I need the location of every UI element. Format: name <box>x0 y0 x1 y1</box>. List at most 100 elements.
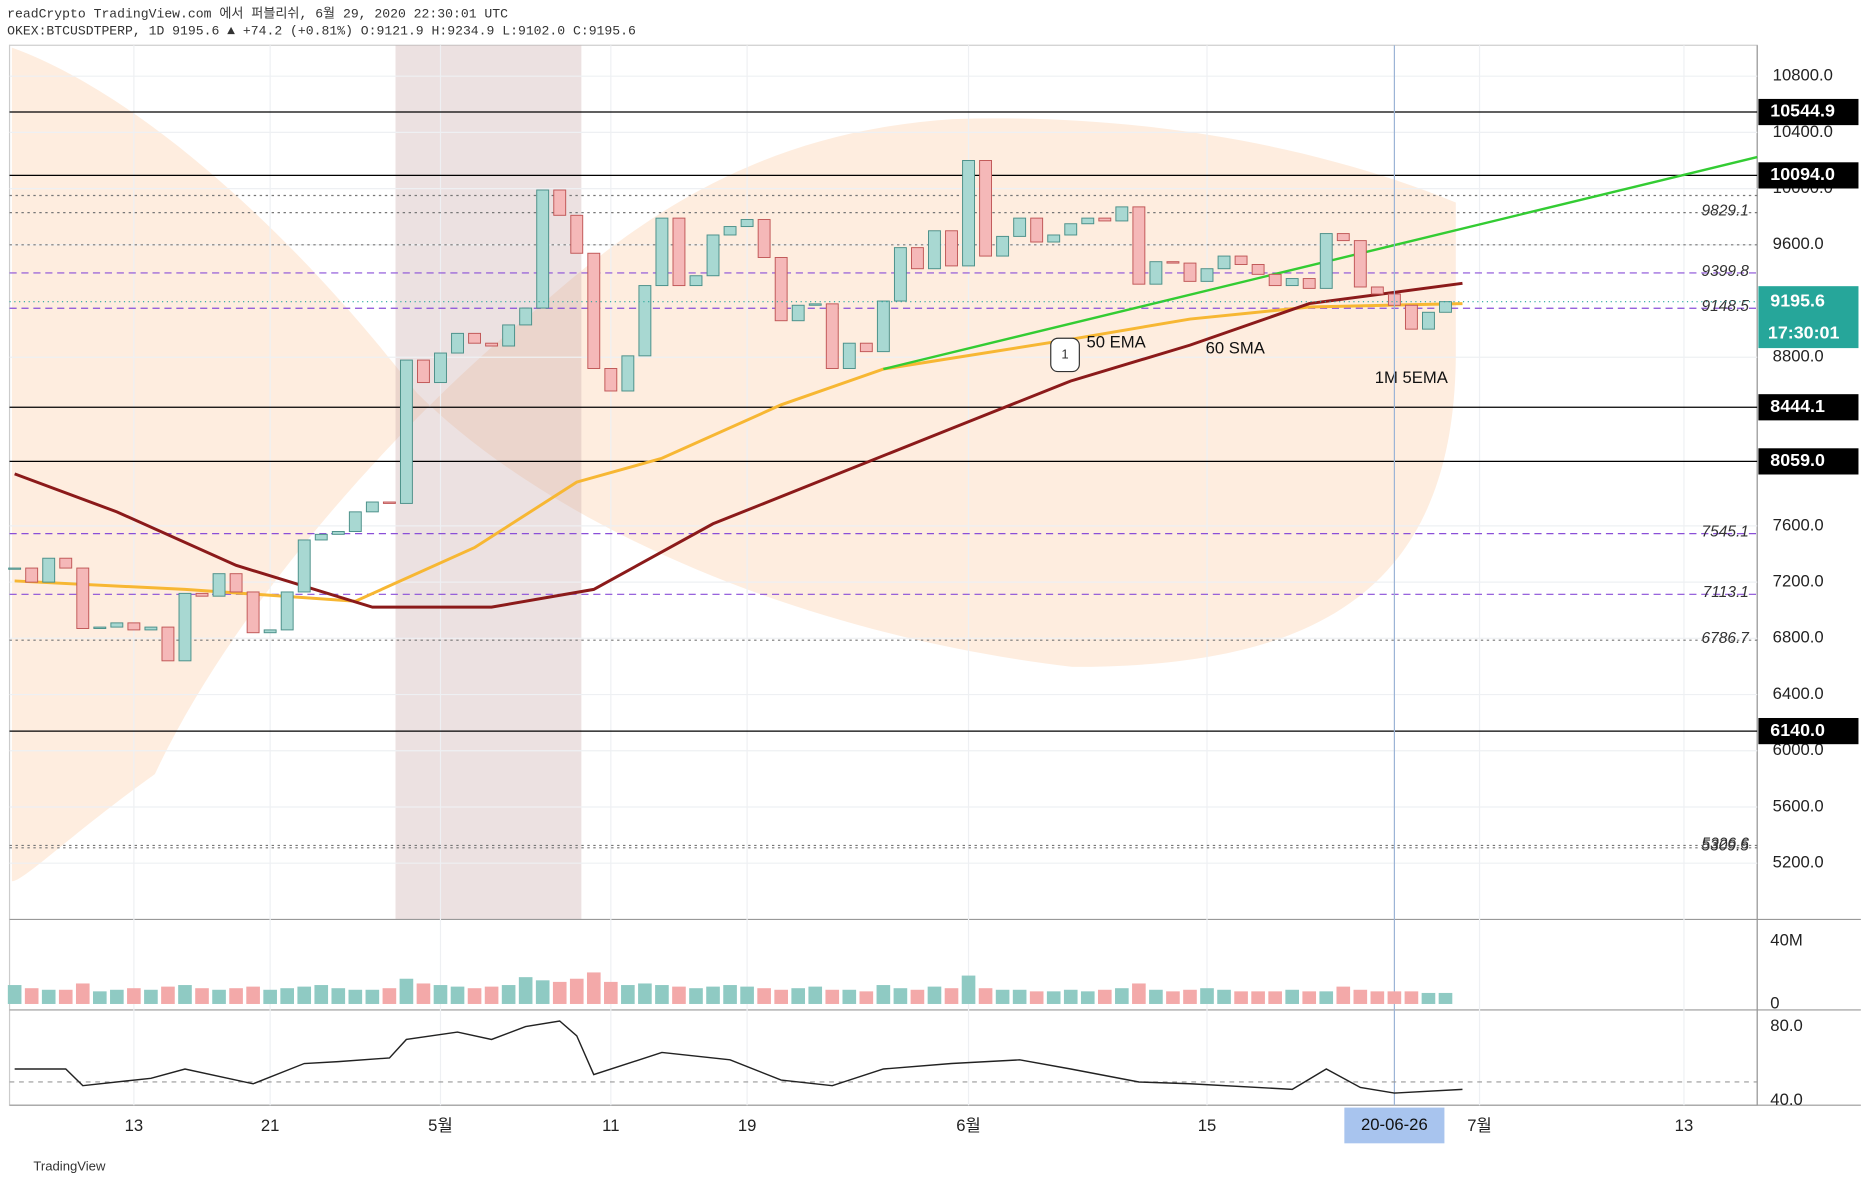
volume-bar <box>995 989 1010 1004</box>
volume-bar <box>706 986 720 1004</box>
level-label: 7113.1 <box>1703 584 1749 601</box>
volume-bar <box>280 988 294 1004</box>
volume-bar <box>552 981 567 1004</box>
volume-tick-label: 0 <box>1770 993 1779 1012</box>
candle <box>570 214 584 254</box>
candle <box>740 219 754 228</box>
volume-bar <box>1387 991 1402 1004</box>
candle <box>655 217 669 287</box>
volume-bar <box>1149 989 1163 1004</box>
volume-bar <box>740 986 754 1004</box>
volume-bar <box>1234 991 1248 1004</box>
volume-bar <box>110 989 124 1004</box>
last-price-box <box>1758 286 1859 349</box>
level-label: 9148.5 <box>1702 298 1750 315</box>
header-line: OKEX:BTCUSDTPERP, 1D 9195.6 ▲ +74.2 (+0.… <box>7 23 636 38</box>
crosshair-label: 20-06-26 <box>1361 1115 1428 1134</box>
volume-bar <box>825 989 840 1004</box>
volume-bar <box>638 983 652 1004</box>
volume-bar <box>467 988 482 1004</box>
volume-bar <box>450 986 465 1004</box>
volume-bar <box>314 985 329 1004</box>
level-label-box <box>1758 98 1859 126</box>
candle <box>144 626 158 631</box>
y-tick-label: 5200.0 <box>1773 853 1824 872</box>
volume-bar <box>518 977 533 1004</box>
candle <box>229 573 243 593</box>
volume-bar <box>75 983 90 1004</box>
crosshair-box <box>1344 1107 1445 1144</box>
x-tick-label: 7월 <box>1467 1116 1492 1135</box>
volume-bar <box>365 989 380 1004</box>
candle <box>1302 278 1316 289</box>
candle <box>1285 278 1299 287</box>
candle <box>59 557 73 569</box>
candle <box>1081 217 1095 225</box>
x-tick-label: 5월 <box>428 1116 453 1135</box>
rsi-line <box>14 1020 1463 1094</box>
y-tick-label: 5600.0 <box>1773 796 1824 815</box>
volume-bar <box>1268 991 1282 1004</box>
volume-bar <box>1251 991 1265 1004</box>
volume-bar <box>382 988 397 1004</box>
x-tick-label: 11 <box>602 1116 619 1135</box>
volume-bar <box>842 989 857 1004</box>
volume-bar <box>348 989 363 1004</box>
level-label: 9399.8 <box>1702 263 1750 280</box>
ma-annotation: 50 EMA <box>1086 332 1146 351</box>
y-tick-label: 10400.0 <box>1773 122 1833 141</box>
header-line: readCrypto TradingView.com 에서 퍼블리쉬, 6월 2… <box>7 6 508 22</box>
candle <box>1013 217 1027 237</box>
candle <box>365 501 379 513</box>
candle <box>8 567 22 570</box>
candle <box>1166 261 1180 264</box>
x-tick-label: 15 <box>1198 1116 1217 1135</box>
candle <box>1268 273 1282 287</box>
highlight-zone <box>395 45 582 920</box>
volume-bar <box>161 986 175 1004</box>
volume-bar <box>1404 991 1419 1004</box>
volume-bar <box>1217 989 1231 1004</box>
volume-bar <box>569 978 584 1004</box>
candle <box>331 531 345 535</box>
volume-bar <box>910 989 925 1004</box>
ma-annotation: 60 SMA <box>1206 338 1266 357</box>
candle <box>893 247 907 302</box>
volume-bar <box>1115 988 1129 1004</box>
candle <box>553 189 567 216</box>
candle <box>876 300 890 353</box>
level-label: 7545.1 <box>1702 524 1749 541</box>
candle <box>1115 206 1129 222</box>
level-label-box <box>1758 448 1859 475</box>
countdown: 17:30:01 <box>1768 323 1840 343</box>
candle <box>348 511 362 533</box>
volume-bar <box>1302 991 1317 1004</box>
candle <box>706 234 720 277</box>
candle <box>1200 268 1214 282</box>
volume-bar <box>586 972 601 1004</box>
candle <box>263 629 277 634</box>
candle <box>110 622 124 628</box>
volume-bar <box>961 975 976 1004</box>
level-label: 10094.0 <box>1770 164 1835 184</box>
volume-bar <box>416 983 431 1004</box>
volume-bar <box>1080 991 1095 1004</box>
y-tick-label: 8800.0 <box>1773 347 1824 366</box>
volume-bar <box>433 985 448 1004</box>
volume-bar <box>501 985 516 1004</box>
candle <box>672 217 686 287</box>
volume-bar <box>212 989 226 1004</box>
volume-bar <box>791 988 806 1004</box>
candle <box>468 332 481 344</box>
x-tick-label: 13 <box>125 1116 144 1135</box>
y-tick-label: 6000.0 <box>1773 740 1824 759</box>
candle <box>1183 262 1197 282</box>
x-tick-label: 13 <box>1675 1116 1694 1135</box>
y-tick-label: 7600.0 <box>1773 515 1824 534</box>
volume-bar <box>297 986 312 1004</box>
volume-bar <box>621 985 635 1004</box>
candle <box>76 567 90 629</box>
y-tick-label: 7200.0 <box>1773 572 1824 591</box>
callout <box>1050 337 1080 373</box>
